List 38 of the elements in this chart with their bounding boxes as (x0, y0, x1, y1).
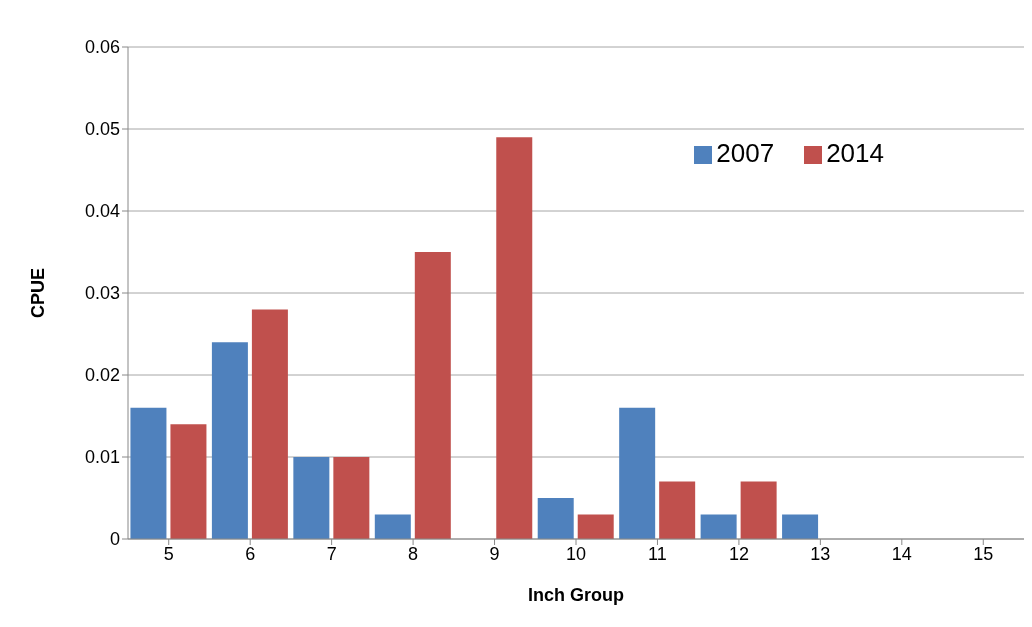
legend-label: 2007 (716, 138, 775, 168)
y-tick-label: 0.06 (84, 37, 120, 58)
bar (211, 342, 248, 539)
y-tick-label: 0 (109, 529, 120, 550)
x-tick-label: 5 (163, 543, 174, 564)
y-axis-title: CPUE (28, 267, 49, 319)
y-tick-label: 0.01 (84, 447, 120, 468)
bar (414, 252, 451, 539)
x-tick-label: 7 (326, 543, 337, 564)
x-tick-label: 8 (408, 543, 419, 564)
x-axis-title: Inch Group (528, 585, 624, 605)
y-tick-label: 0.05 (84, 119, 120, 140)
x-tick-label: 12 (728, 543, 749, 564)
x-tick-label: 15 (973, 543, 994, 564)
bar (577, 514, 614, 539)
bar (130, 407, 167, 539)
bar (659, 481, 696, 539)
x-tick-label: 9 (489, 543, 500, 564)
x-tick-label: 11 (648, 543, 667, 564)
bar (782, 514, 819, 539)
y-tick-label: 0.03 (84, 283, 120, 304)
bar (333, 457, 370, 539)
bar (740, 481, 777, 539)
legend-label: 2014 (826, 138, 884, 168)
x-tick-label: 6 (245, 543, 256, 564)
y-tick-label: 0.04 (84, 201, 120, 222)
x-tick-label: 14 (891, 543, 912, 564)
bar (537, 498, 574, 539)
bar (496, 137, 533, 539)
bar (619, 407, 656, 539)
x-tick-label: 13 (810, 543, 831, 564)
bar (293, 457, 330, 539)
bar (700, 514, 737, 539)
x-tick-label: 10 (565, 543, 587, 564)
bar (374, 514, 411, 539)
bar (251, 309, 288, 539)
bar (170, 424, 207, 539)
y-tick-label: 0.02 (84, 365, 120, 386)
